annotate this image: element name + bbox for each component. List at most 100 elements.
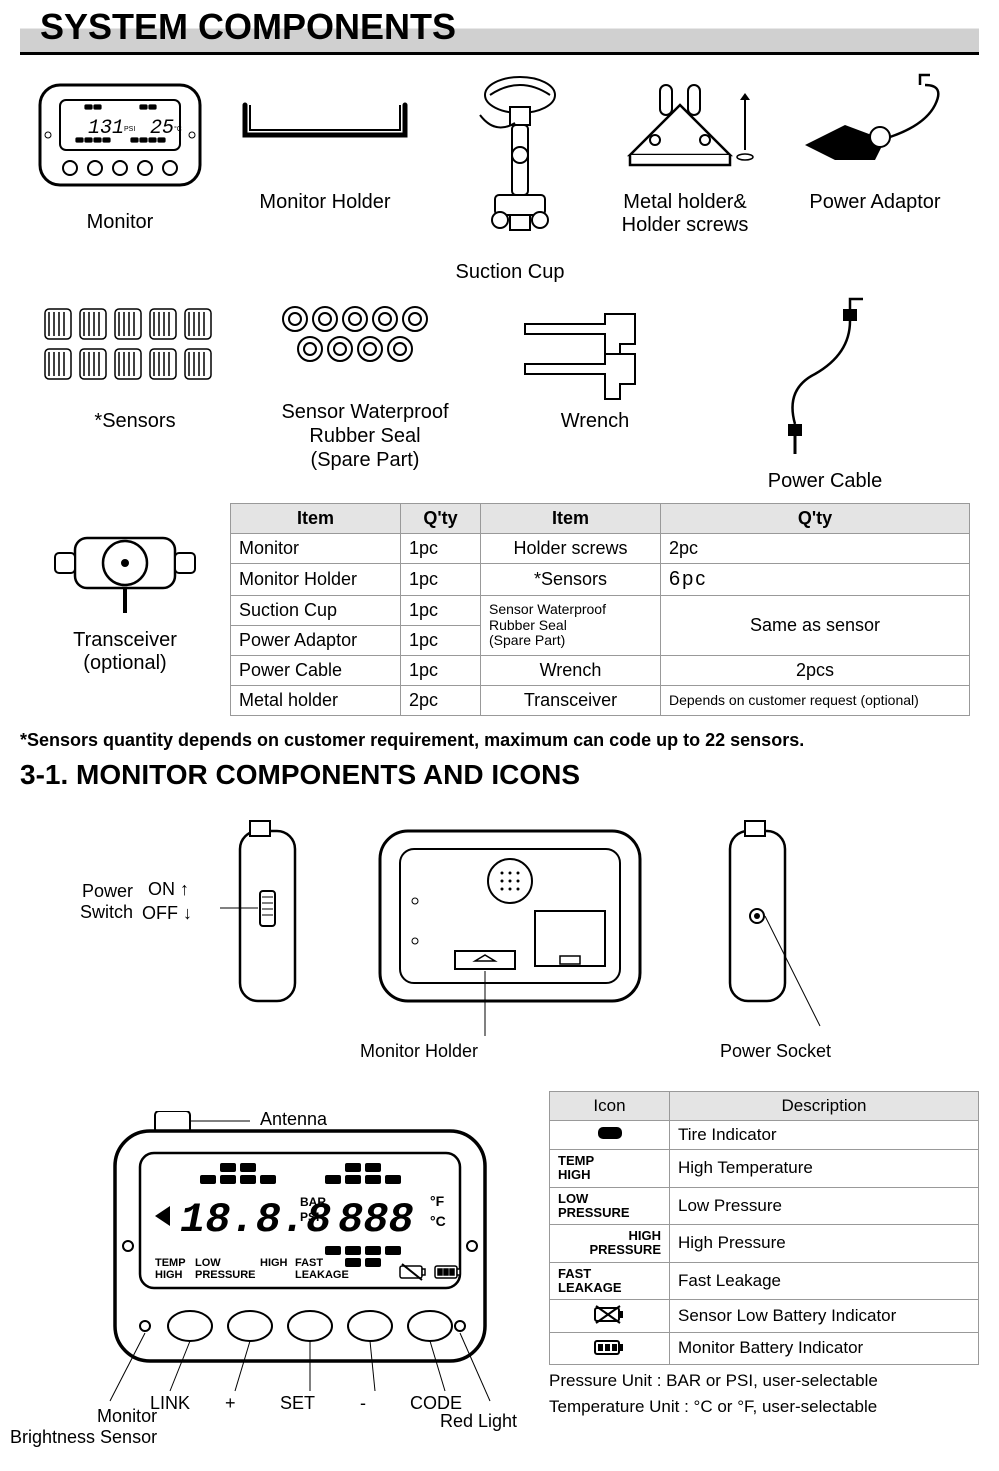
qty-cell: Wrench: [481, 656, 661, 686]
svg-text:888: 888: [338, 1196, 414, 1244]
qty-cell: 1pc: [401, 596, 481, 626]
comp-transceiver: Transceiver (optional): [20, 503, 230, 675]
monitor-front-diagram: 18.8.8 888 BAR PSI °F °C TEMPHIGH LOWPRE…: [20, 1091, 519, 1451]
off-label: OFF ↓: [142, 903, 192, 924]
wrench-icon: [505, 294, 685, 404]
qty-cell: 1pc: [401, 534, 481, 564]
svg-text:FAST: FAST: [295, 1257, 323, 1269]
on-label: ON ↑: [148, 879, 189, 900]
qty-cell: Power Cable: [231, 656, 401, 686]
comp-wrench: Wrench: [480, 294, 710, 493]
section-2-title: 3-1. MONITOR COMPONENTS AND ICONS: [20, 759, 979, 791]
svg-text:TEMP: TEMP: [155, 1257, 186, 1269]
svg-text:°F: °F: [430, 1193, 445, 1209]
power-switch-label: Power Switch: [80, 881, 133, 923]
svg-text:LOW: LOW: [195, 1257, 221, 1269]
qty-h3: Item: [481, 504, 661, 534]
qty-cell: Power Adaptor: [231, 626, 401, 656]
icon-h2: Description: [670, 1092, 979, 1121]
svg-text:HIGH: HIGH: [260, 1257, 288, 1269]
red-light-label: Red Light: [440, 1411, 517, 1432]
power-cable-label: Power Cable: [710, 470, 940, 493]
comp-sensors: *Sensors: [20, 294, 250, 493]
qty-cell: Depends on customer request (optional): [661, 686, 970, 716]
qty-cell: Holder screws: [481, 534, 661, 564]
svg-text:°C: °C: [430, 1213, 446, 1229]
rubber-seal-label: Sensor Waterproof Rubber Seal (Spare Par…: [250, 400, 480, 472]
qty-cell: Monitor Holder: [231, 564, 401, 596]
monitor-holder-icon: [225, 65, 425, 185]
qty-cell: Monitor: [231, 534, 401, 564]
transceiver-label: Transceiver (optional): [20, 629, 230, 675]
svg-text:BAR: BAR: [300, 1195, 326, 1209]
qty-cell: 2pc: [401, 686, 481, 716]
qty-table: Item Q'ty Item Q'ty Monitor 1pc Holder s…: [230, 503, 970, 716]
sensors-icon: [30, 294, 240, 404]
qty-h4: Q'ty: [661, 504, 970, 534]
comp-metal-holder: Metal holder& Holder screws: [590, 65, 780, 284]
qty-cell: 2pcs: [661, 656, 970, 686]
qty-cell: Transceiver: [481, 686, 661, 716]
qty-cell: *Sensors: [481, 564, 661, 596]
power-adaptor-label: Power Adaptor: [780, 191, 970, 214]
qty-cell: Same as sensor: [661, 596, 970, 656]
icon-desc: Monitor Battery Indicator: [670, 1332, 979, 1364]
comp-rubber-seal: Sensor Waterproof Rubber Seal (Spare Par…: [250, 294, 480, 493]
minus-label: -: [360, 1393, 366, 1414]
qty-cell: 6pc: [661, 564, 970, 596]
units-temperature: Temperature Unit : °C or °F, user-select…: [549, 1397, 979, 1417]
tire-icon: [550, 1121, 670, 1150]
plus-label: +: [225, 1393, 236, 1414]
icon-desc: High Temperature: [670, 1150, 979, 1188]
svg-text:25: 25: [150, 117, 174, 140]
sensors-note: *Sensors quantity depends on customer re…: [20, 730, 979, 751]
rubber-seal-icon: [265, 294, 465, 394]
monitor-icon: 131 PSI 25 °C: [30, 65, 210, 205]
suction-cup-icon: [440, 65, 580, 255]
qty-cell: Metal holder: [231, 686, 401, 716]
metal-holder-label: Metal holder& Holder screws: [590, 191, 780, 237]
sensors-label: *Sensors: [20, 410, 250, 433]
svg-text:PRESSURE: PRESSURE: [195, 1269, 256, 1281]
monitor-back-icon: [360, 811, 660, 1041]
icon-table-wrap: Icon Description Tire Indicator TEMP HIG…: [549, 1091, 979, 1451]
monitor-side-right-icon: [690, 801, 840, 1031]
comp-monitor: 131 PSI 25 °C Monitor: [20, 65, 220, 284]
power-cable-icon: [745, 294, 905, 464]
wrench-label: Wrench: [480, 410, 710, 433]
components-row-2: *Sensors Sensor Waterproof Rubber Seal (…: [20, 294, 979, 493]
comp-power-adaptor: Power Adaptor: [780, 65, 970, 284]
metal-holder-icon: [600, 65, 770, 185]
monitor-holder-callout: Monitor Holder: [360, 1041, 478, 1062]
batt-icon: [550, 1332, 670, 1364]
svg-text:°C: °C: [174, 125, 182, 133]
qty-cell: 2pc: [661, 534, 970, 564]
temp-high-icon: TEMP HIGH: [550, 1150, 670, 1188]
comp-suction-cup: Suction Cup: [430, 65, 590, 284]
monitor-side-left-icon: [190, 801, 340, 1031]
transceiver-icon: [35, 503, 215, 623]
icon-desc: High Pressure: [670, 1225, 979, 1263]
svg-text:LEAKAGE: LEAKAGE: [295, 1269, 349, 1281]
qty-h2: Q'ty: [401, 504, 481, 534]
svg-text:PSI: PSI: [300, 1210, 319, 1224]
icon-desc: Low Pressure: [670, 1187, 979, 1225]
low-pressure-icon: LOW PRESSURE: [550, 1187, 670, 1225]
monitor-label: Monitor: [20, 211, 220, 234]
monitor-front-icon: 18.8.8 888 BAR PSI °F °C TEMPHIGH LOWPRE…: [100, 1111, 520, 1411]
qty-cell: Suction Cup: [231, 596, 401, 626]
suction-cup-label: Suction Cup: [430, 261, 590, 284]
power-socket-label: Power Socket: [720, 1041, 831, 1062]
icon-table: Icon Description Tire Indicator TEMP HIG…: [549, 1091, 979, 1365]
icon-desc: Tire Indicator: [670, 1121, 979, 1150]
qty-h1: Item: [231, 504, 401, 534]
fast-leakage-icon: FAST LEAKAGE: [550, 1262, 670, 1300]
brightness-label: Monitor Brightness Sensor: [10, 1406, 157, 1447]
power-adaptor-icon: [785, 65, 965, 185]
set-label: SET: [280, 1393, 315, 1414]
high-pressure-icon: HIGH PRESSURE: [550, 1225, 670, 1263]
qty-cell: 1pc: [401, 626, 481, 656]
low-batt-icon: [550, 1300, 670, 1332]
qty-cell: Sensor Waterproof Rubber Seal (Spare Par…: [481, 596, 661, 656]
components-row-1: 131 PSI 25 °C Monitor: [20, 65, 979, 284]
